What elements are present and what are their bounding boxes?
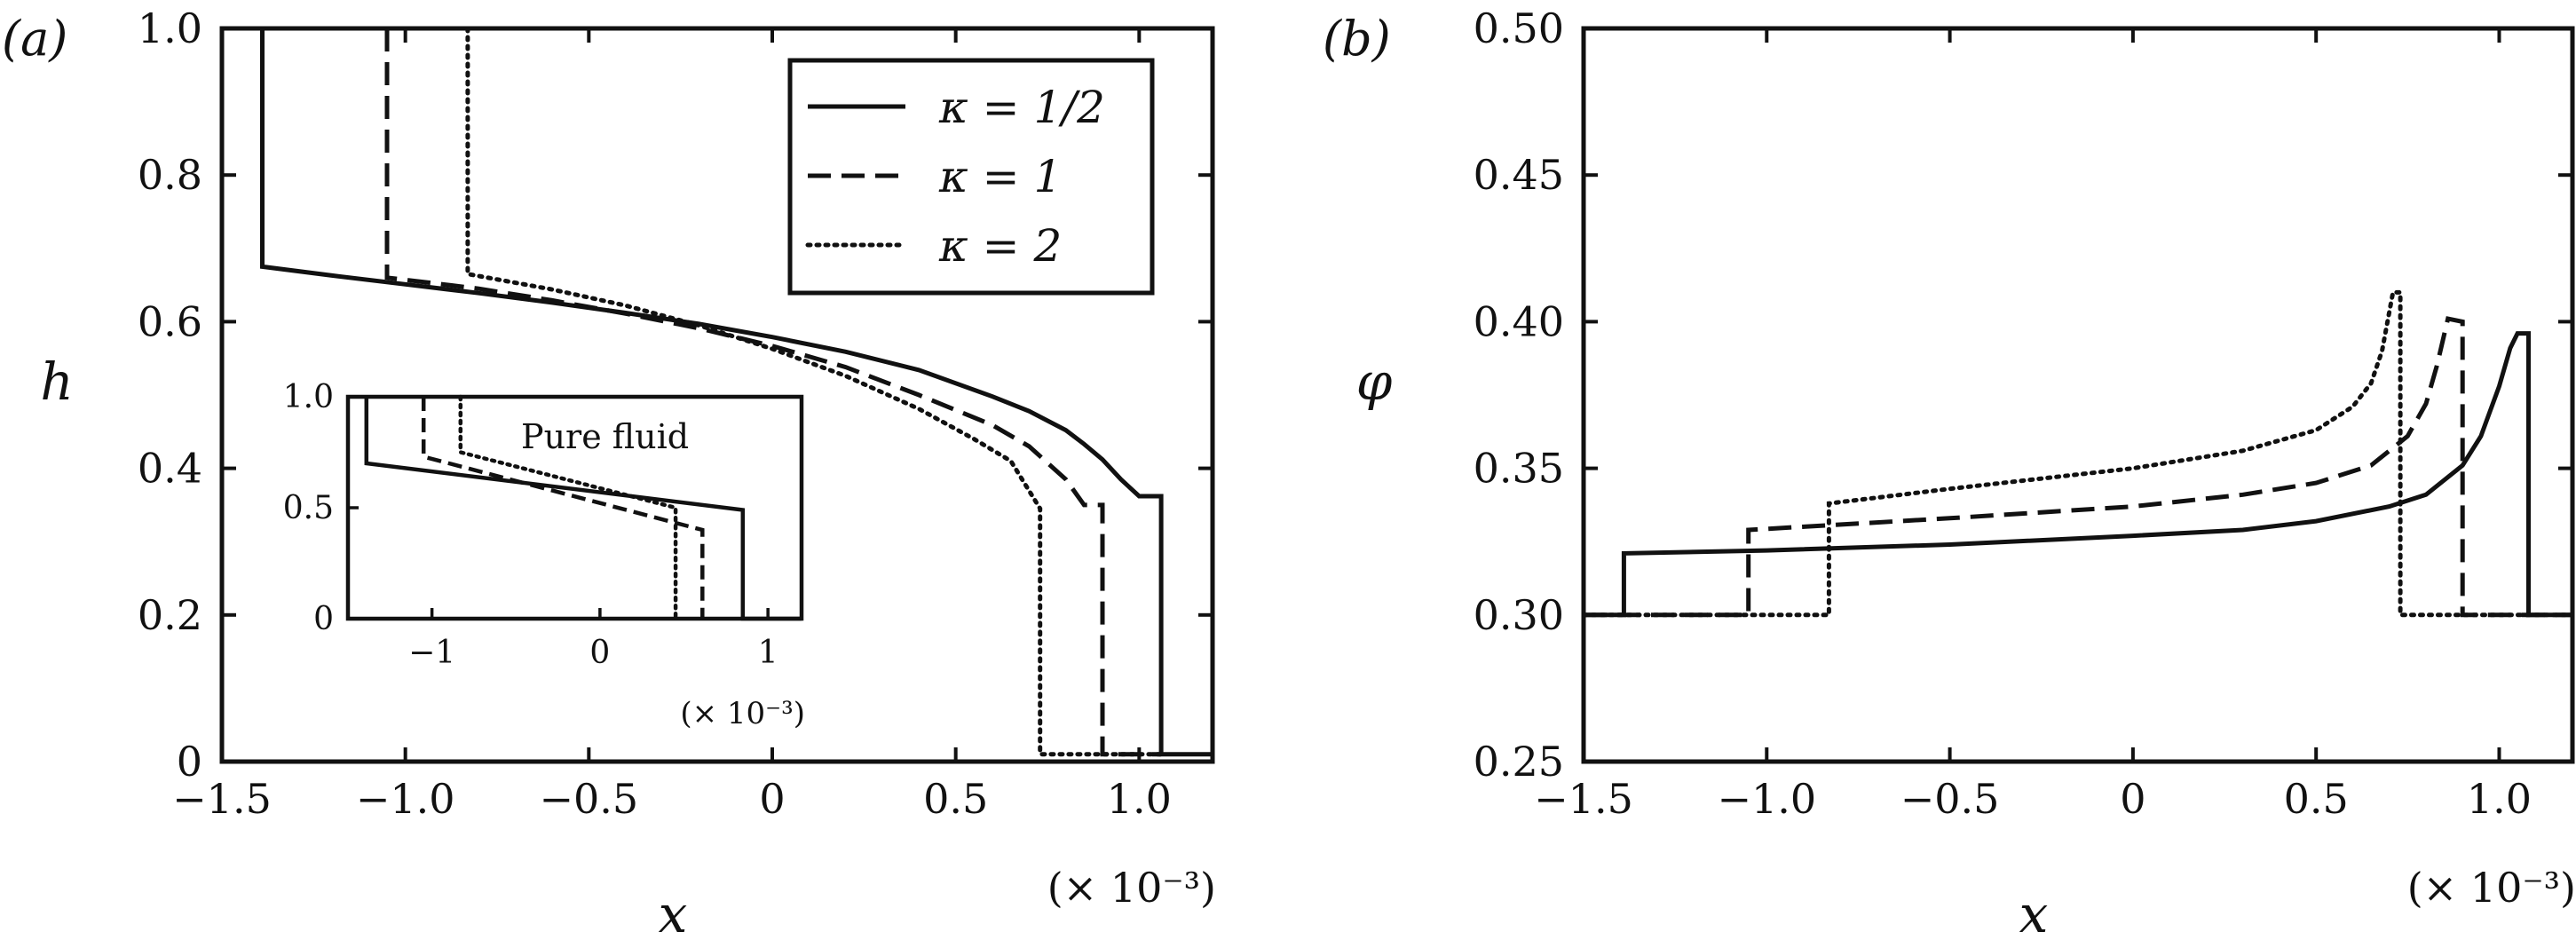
legend-label: κ = 2 [938, 220, 1062, 272]
x-axis-multiplier: (× 10⁻³) [1047, 864, 1216, 912]
x-tick-label: −1.0 [1717, 775, 1816, 823]
y-axis-title: φ [1356, 352, 1393, 412]
y-tick-label: 0.45 [1474, 151, 1564, 199]
x-tick-label: −0.5 [1900, 775, 2000, 823]
y-tick-label: 0.30 [1474, 591, 1564, 639]
x-tick-label: 1.0 [1107, 775, 1172, 823]
y-tick-label: 0.50 [1474, 4, 1564, 52]
line-series-2 [1584, 316, 2572, 618]
y-tick-label: 0.40 [1474, 297, 1564, 345]
panel-a: −1.5 −1.0 −0.5 0 0.5 1.0 0 0.2 0.4 0.6 0.8 1.0 (a) x h… [2, 4, 1216, 944]
inset-y-tick-label: 0.5 [283, 490, 334, 526]
inset-x-tick-label: 1 [758, 635, 778, 671]
inset-x-tick-label: 0 [589, 635, 610, 671]
legend-label: κ = 1/2 [938, 82, 1105, 133]
x-tick-label: −1.5 [1534, 775, 1633, 823]
inset-x-multiplier: (× 10⁻³) [680, 696, 805, 731]
y-tick-label: 0.6 [138, 297, 202, 345]
line-series-2 [384, 28, 1162, 757]
inset: −1 0 1 0 0.5 1.0 Pure fluid (× 10⁻³) [283, 379, 805, 731]
inset-y-tick-label: 1.0 [283, 379, 334, 415]
y-tick-label: 0.35 [1474, 445, 1564, 493]
y-tick-label: 1.0 [138, 4, 202, 52]
line-series-3 [1584, 289, 2572, 618]
x-tick-label: −1.0 [356, 775, 455, 823]
x-tick-label: 0.5 [2284, 775, 2349, 823]
line-series-1 [1584, 331, 2572, 618]
x-tick-label: −1.5 [172, 775, 272, 823]
y-axis-title: h [40, 352, 73, 412]
axes-frame [1581, 26, 2575, 764]
x-tick-label: 0 [759, 775, 785, 823]
inset-line-series-2 [421, 397, 705, 619]
y-tick-label: 0.25 [1474, 738, 1564, 786]
panel-label: (b) [1323, 11, 1391, 67]
x-axis-title: x [2019, 884, 2049, 944]
x-tick-label: 1.0 [2467, 775, 2532, 823]
inset-annotation: Pure fluid [521, 417, 689, 456]
y-tick-label: 0.8 [138, 151, 202, 199]
x-axis-multiplier: (× 10⁻³) [2407, 864, 2576, 912]
inset-x-tick-label: −1 [408, 635, 455, 671]
legend: κ = 1/2 κ = 1 κ = 2 [787, 58, 1155, 296]
y-tick-label: 0.2 [138, 591, 202, 639]
plot-area [260, 26, 1213, 757]
legend-label: κ = 1 [938, 151, 1062, 202]
x-tick-label: −0.5 [539, 775, 638, 823]
x-tick-label: 0.5 [923, 775, 988, 823]
line-series-1 [260, 28, 1213, 757]
inset-y-tick-label: 0 [313, 601, 334, 637]
plot-area [1584, 289, 2572, 618]
x-tick-label: 0 [2120, 775, 2145, 823]
y-tick-label: 0 [177, 738, 202, 786]
panel-label: (a) [2, 11, 67, 67]
y-tick-label: 0.4 [138, 445, 202, 493]
inset-line-series-3 [458, 394, 678, 621]
panel-b: −1.5 −1.0 −0.5 0 0.5 1.0 0.25 0.30 0.35 0.40 0.45 0… [1323, 4, 2576, 944]
x-axis-title: x [659, 884, 688, 944]
line-series-3 [465, 26, 1164, 757]
axes-frame [219, 26, 1215, 764]
